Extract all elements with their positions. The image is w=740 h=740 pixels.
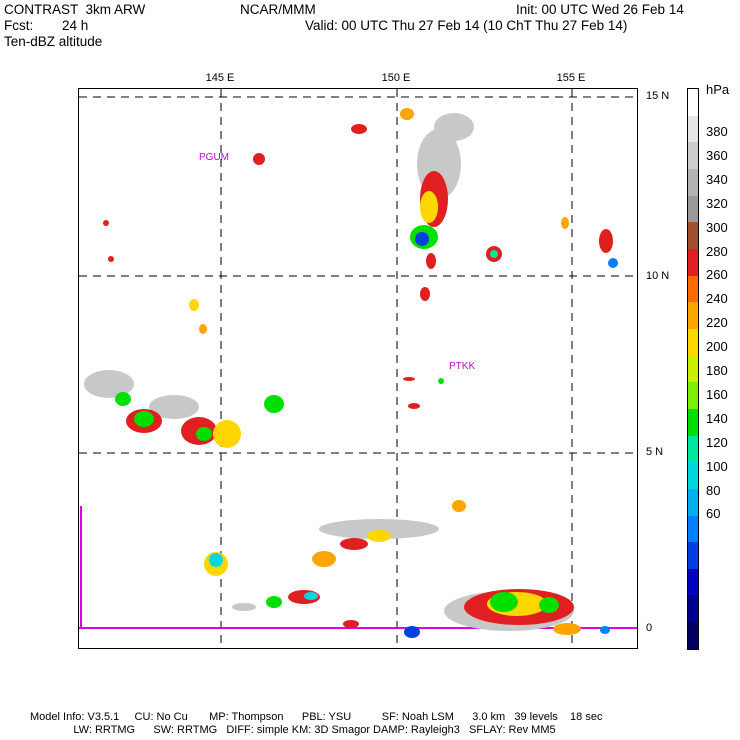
colorbar-swatch [688, 435, 698, 463]
valid-time: Valid: 00 UTC Thu 27 Feb 14 (10 ChT Thu … [305, 18, 628, 33]
colorbar-swatch [688, 382, 698, 409]
colorbar-swatch [688, 542, 698, 569]
storm-cells [103, 108, 618, 638]
colorbar-swatch [688, 195, 698, 223]
station-label-pgum: PGUM [199, 152, 229, 163]
colorbar-level-label: 240 [706, 291, 728, 307]
model-title: CONTRAST 3km ARW [4, 2, 146, 17]
colorbar-swatch [688, 328, 698, 356]
forecast-label: Fcst: [4, 18, 34, 33]
colorbar-swatch [688, 595, 698, 623]
colorbar-level-label: 340 [706, 171, 728, 187]
map-canvas [79, 89, 637, 648]
colorbar-level-label: 360 [706, 147, 728, 163]
colorbar-swatch [688, 488, 698, 516]
colorbar-swatch [688, 355, 698, 383]
colorbar-level-label: 280 [706, 243, 728, 259]
colorbar-level-label: 260 [706, 267, 728, 283]
colorbar-swatch [688, 275, 698, 303]
colorbar-swatch [688, 408, 698, 436]
init-time: Init: 00 UTC Wed 26 Feb 14 [516, 2, 684, 17]
lat-label-10n: 10 N [646, 270, 670, 282]
radar-map: PGUM PTKK [78, 88, 638, 649]
colorbar-swatch [688, 568, 698, 596]
colorbar-level-label: 140 [706, 410, 728, 426]
colorbar-level-label: 120 [706, 434, 728, 450]
model-info-line1: Model Info: V3.5.1 CU: No Cu MP: Thompso… [30, 711, 603, 723]
colorbar-swatch [688, 515, 698, 543]
colorbar-unit: hPa [706, 82, 730, 97]
model-info-line2: LW: RRTMG SW: RRTMG DIFF: simple KM: 3D … [0, 724, 556, 736]
colorbar-swatch [688, 622, 698, 649]
colorbar-level-label: 300 [706, 219, 728, 235]
colorbar-swatch [688, 142, 698, 169]
colorbar-level-label: 200 [706, 339, 728, 355]
lon-label-150: 150 E [381, 72, 411, 84]
colorbar-level-label: 320 [706, 195, 728, 211]
colorbar-level-label: 160 [706, 386, 728, 402]
colorbar-swatch [688, 168, 698, 196]
colorbar-swatch [688, 248, 698, 276]
colorbar-level-label: 180 [706, 363, 728, 378]
colorbar-level-label: 80 [706, 482, 721, 498]
colorbar-level-label: 100 [706, 458, 728, 474]
colorbar [687, 88, 699, 650]
colorbar-level-label: 220 [706, 315, 728, 331]
colorbar-level-label: 60 [706, 506, 721, 522]
lat-label-5n: 5 N [646, 446, 664, 458]
colorbar-level-label: 380 [706, 124, 728, 139]
forecast-hour: 24 h [62, 18, 89, 33]
field-name: Ten-dBZ altitude [4, 34, 103, 49]
colorbar-swatch [688, 222, 698, 249]
colorbar-swatch [688, 302, 698, 329]
lat-label-15n: 15 N [646, 90, 670, 102]
lon-label-155: 155 E [556, 72, 586, 84]
colorbar-swatch [688, 115, 698, 143]
colorbar-swatch [688, 89, 698, 116]
lon-label-145: 145 E [205, 72, 235, 84]
center-name: NCAR/MMM [240, 2, 316, 17]
lat-label-equator: 0 [646, 622, 653, 634]
colorbar-swatch [688, 462, 698, 489]
station-label-ptkk: PTKK [449, 361, 476, 372]
